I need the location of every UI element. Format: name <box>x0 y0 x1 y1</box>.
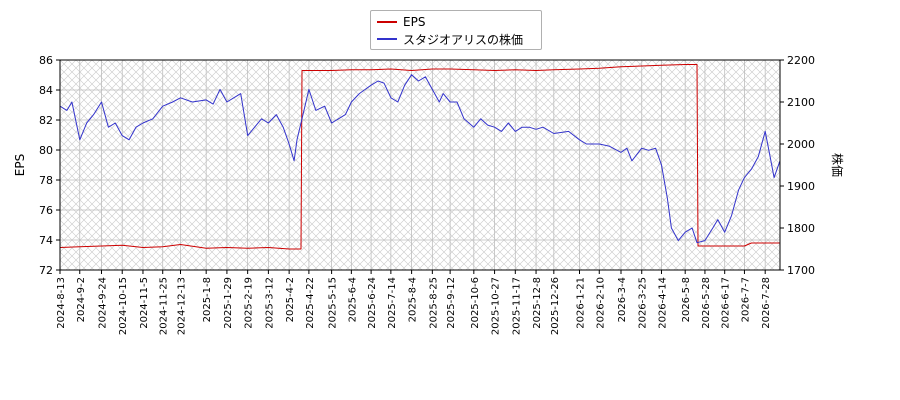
y2-tick-label: 2200 <box>787 54 815 67</box>
x-tick-label: 2025-2-19 <box>244 277 255 329</box>
legend-swatch-eps <box>377 21 397 23</box>
x-tick-label: 2025-1-8 <box>202 277 213 322</box>
x-tick-label: 2025-12-8 <box>532 277 543 329</box>
y-tick-label: 76 <box>39 204 53 217</box>
x-tick-label: 2026-2-10 <box>595 277 606 329</box>
eps-series-line <box>60 64 780 250</box>
y-tick-label: 86 <box>39 54 53 67</box>
x-tick-label: 2025-3-12 <box>264 277 275 329</box>
y2-tick-label: 2100 <box>787 96 815 109</box>
right-axis-ticks: 1700 1800 1900 2000 2100 2200 <box>780 54 815 277</box>
y2-tick-label: 1700 <box>787 264 815 277</box>
x-tick-label: 2025-11-17 <box>511 277 522 335</box>
x-tick-label: 2026-3-25 <box>638 277 649 329</box>
legend-label-eps: EPS <box>403 15 426 29</box>
legend: EPS スタジオアリスの株価 <box>370 10 542 50</box>
x-tick-label: 2026-5-28 <box>701 277 712 329</box>
x-tick-label: 2025-10-6 <box>470 277 481 329</box>
y-tick-label: 82 <box>39 114 53 127</box>
y-tick-label: 72 <box>39 264 53 277</box>
x-tick-label: 2025-10-27 <box>491 277 502 335</box>
x-tick-label: 2025-9-12 <box>446 277 457 329</box>
x-tick-label: 2025-4-2 <box>285 277 296 322</box>
x-tick-label: 2024-8-13 <box>56 277 67 329</box>
x-tick-label: 2024-12-13 <box>176 277 187 335</box>
x-tick-label: 2025-4-22 <box>305 277 316 329</box>
x-tick-label: 2024-11-5 <box>139 277 150 329</box>
stock-price-series-line <box>60 74 780 244</box>
y2-tick-label: 2000 <box>787 138 815 151</box>
x-tick-label: 2026-3-4 <box>617 277 628 322</box>
y-tick-label: 74 <box>39 234 53 247</box>
x-tick-label: 2026-7-28 <box>761 277 772 329</box>
x-tick-label: 2025-7-14 <box>387 277 398 329</box>
x-axis-ticks: 2024-8-13 2024-9-2 2024-9-24 2024-10-15 2024… <box>56 270 772 335</box>
x-tick-label: 2025-6-4 <box>347 277 358 322</box>
left-axis-ticks: 72 74 76 78 80 82 84 86 <box>39 54 60 277</box>
x-tick-label: 2025-12-26 <box>550 277 561 335</box>
plot-hatch <box>60 60 780 270</box>
plot-frame <box>59 59 781 271</box>
x-tick-label: 2026-5-8 <box>681 277 692 322</box>
left-axis-label: EPS <box>13 154 27 176</box>
y2-tick-label: 1800 <box>787 222 815 235</box>
legend-swatch-stock <box>377 38 397 40</box>
x-tick-label: 2026-7-7 <box>740 277 751 322</box>
x-tick-label: 2024-10-15 <box>118 277 129 335</box>
y-tick-label: 84 <box>39 84 53 97</box>
x-tick-label: 2025-8-25 <box>428 277 439 329</box>
x-tick-label: 2024-9-2 <box>76 277 87 322</box>
x-tick-label: 2026-1-21 <box>576 277 587 329</box>
y-tick-label: 80 <box>39 144 53 157</box>
x-tick-label: 2025-5-15 <box>328 277 339 329</box>
legend-item-stock: スタジオアリスの株価 <box>377 31 523 47</box>
legend-label-stock: スタジオアリスの株価 <box>403 32 524 47</box>
y-tick-label: 78 <box>39 174 53 187</box>
x-tick-label: 2026-4-14 <box>657 277 668 329</box>
x-tick-label: 2025-8-4 <box>408 277 419 322</box>
y2-tick-label: 1900 <box>787 180 815 193</box>
x-tick-label: 2024-9-24 <box>97 277 108 329</box>
right-axis-label: 株価 <box>830 153 845 177</box>
x-tick-label: 2025-1-29 <box>223 277 234 329</box>
series-layer <box>60 64 780 250</box>
x-tick-label: 2026-6-17 <box>721 277 732 329</box>
x-tick-label: 2024-11-25 <box>159 277 170 335</box>
x-tick-label: 2025-6-24 <box>367 277 378 329</box>
legend-item-eps: EPS <box>377 14 425 30</box>
